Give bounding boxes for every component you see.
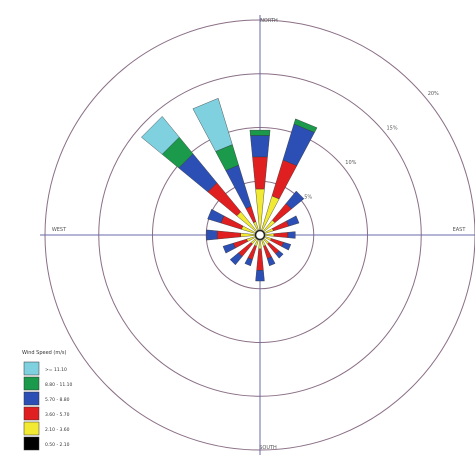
petal-segment-0-series-2: [252, 156, 268, 190]
petal-segment-180-series-2: [256, 248, 264, 271]
ring-label-4: 20%: [428, 91, 439, 97]
legend-swatch-4: [23, 406, 40, 421]
petal-segment-0-series-4: [249, 129, 271, 136]
petal-segment-270-series-2: [216, 230, 241, 240]
petal-segment-67.5-series-3: [286, 215, 300, 227]
petal-segment-180-series-3: [255, 270, 265, 282]
ring-labels: 5% 10% 15% 20%: [304, 91, 439, 201]
ring-label-1: 5%: [304, 195, 312, 201]
petal-segment-270-series-3: [206, 229, 218, 241]
legend-label-3: 5.70 - 8.80: [45, 397, 70, 403]
legend-swatch-5: [23, 421, 40, 436]
legend-label-5: 2.10 - 3.60: [45, 427, 70, 433]
petal-segment-247.5-series-3: [222, 242, 236, 254]
petal-segment-0-series-3: [250, 135, 270, 158]
petal-segment-45-series-3: [285, 190, 305, 210]
calm-marker: [254, 229, 266, 241]
legend-label-1: >= 11.10: [45, 367, 67, 373]
legend-label-6: 0.50 - 2.10: [45, 442, 70, 448]
legend-items: >= 11.10 8.80 - 11.10 5.70 - 8.80 3.60 - 5.…: [23, 361, 73, 451]
petal-segment-202.5-series-3: [244, 257, 253, 267]
petal-segment-225-series-3: [229, 252, 243, 266]
legend: Wind Speed (m/s) >= 11.10 8.80 - 11.10 5.7…: [22, 350, 73, 451]
legend-swatch-2: [23, 376, 40, 391]
ring-label-3: 15%: [387, 125, 398, 131]
legend-label-2: 8.80 - 11.10: [45, 382, 73, 388]
petal-segment-315-series-5: [141, 116, 180, 155]
petal-segment-157.5-series-3: [266, 256, 276, 267]
direction-label-south: SOUTH: [259, 445, 277, 451]
wind-petals: [141, 98, 318, 282]
legend-swatch-1: [23, 361, 40, 376]
petal-segment-90-series-3: [287, 231, 296, 239]
petal-segment-292.5-series-3: [207, 208, 225, 224]
legend-label-4: 3.60 - 5.70: [45, 412, 70, 418]
direction-label-west: WEST: [52, 227, 67, 233]
ring-label-2: 10%: [345, 160, 356, 166]
legend-swatch-6: [23, 436, 40, 451]
direction-label-north: NORTH: [260, 18, 278, 24]
legend-title: Wind Speed (m/s): [22, 350, 67, 356]
legend-swatch-3: [23, 391, 40, 406]
petal-segment-90-series-2: [273, 232, 289, 238]
petal-segment-337.5-series-5: [192, 98, 233, 152]
petal-segment-22.5-series-4: [293, 118, 318, 133]
petal-segment-112.5-series-3: [281, 241, 292, 251]
direction-label-east: EAST: [453, 227, 467, 233]
petal-segment-135-series-3: [275, 250, 284, 259]
petal-segment-270-series-1: [240, 232, 257, 238]
